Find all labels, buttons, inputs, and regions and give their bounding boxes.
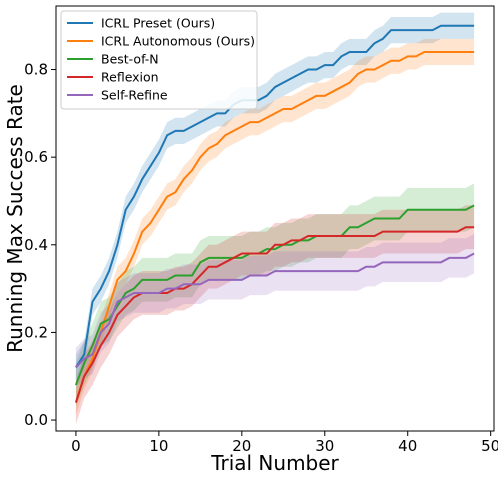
legend-entry-label: ICRL Autonomous (Ours): [101, 34, 255, 49]
x-tick-label: 30: [315, 437, 334, 455]
y-tick-label: 0.6: [24, 148, 48, 166]
series-lines: [74, 24, 475, 403]
y-axis-ticks: 0.0 0.2 0.4 0.6 0.8: [24, 61, 56, 429]
y-tick-label: 0.8: [24, 61, 48, 79]
x-axis-ticks: 0 10 20 30 40 50: [71, 431, 498, 455]
legend-box: [60, 10, 258, 110]
legend-entry-label: ICRL Preset (Ours): [101, 16, 215, 31]
series-band-2: [75, 183, 475, 407]
series-line-4: [75, 252, 475, 369]
legend-entry-label: Best-of-N: [101, 52, 159, 67]
x-tick-label: 50: [481, 437, 498, 455]
x-tick-label: 10: [149, 437, 168, 455]
legend: ICRL Preset (Ours) ICRL Autonomous (Ours)…: [60, 10, 258, 110]
series-line-1: [74, 51, 475, 403]
x-axis-label: Trial Number: [210, 451, 339, 475]
x-tick-label: 40: [398, 437, 417, 455]
series-line-2: [74, 204, 475, 386]
y-tick-label: 0.0: [24, 411, 48, 429]
y-axis-label: Running Max Success Rate: [3, 84, 27, 353]
series-line-0: [75, 24, 475, 369]
series-band-4: [75, 233, 475, 388]
plot-frame: [55, 5, 495, 432]
y-tick-label: 0.2: [24, 323, 48, 341]
legend-entry-label: Self-Refine: [101, 88, 168, 103]
x-tick-label: 0: [71, 437, 81, 455]
legend-entry-label: Reflexion: [101, 70, 159, 85]
x-tick-label: 20: [232, 437, 251, 455]
y-tick-label: 0.4: [24, 236, 48, 254]
